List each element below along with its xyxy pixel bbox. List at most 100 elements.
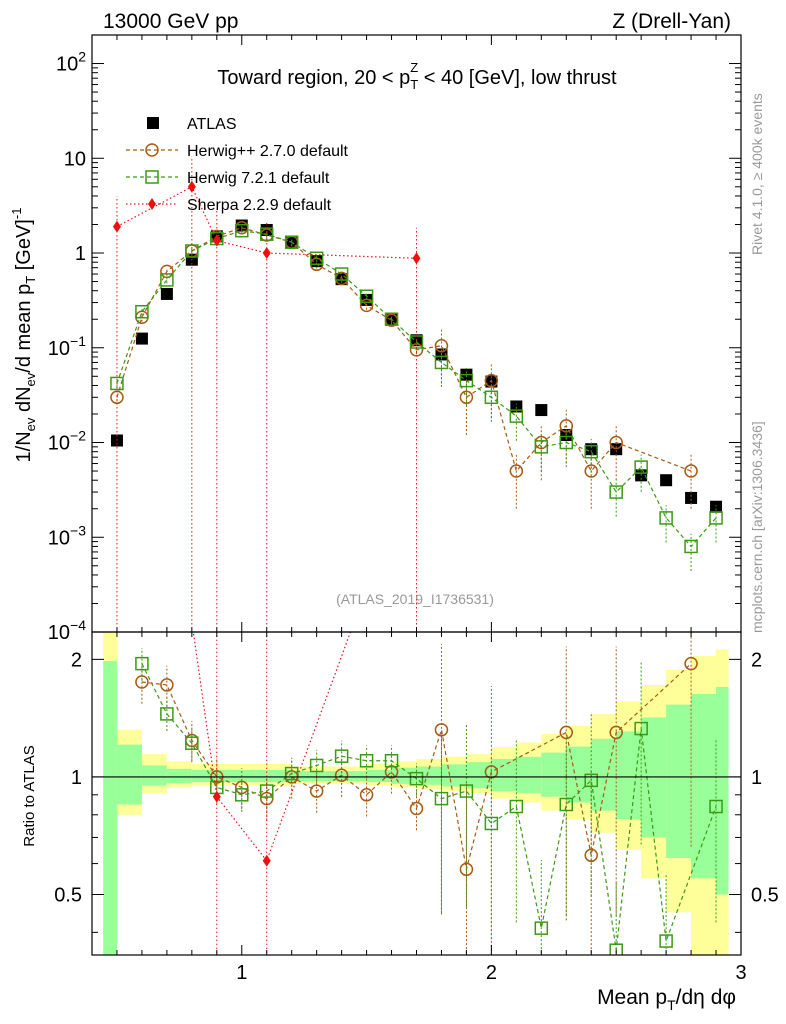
x-tick-label: 2: [486, 962, 497, 984]
point-sherpa-2-2-9-default: [262, 247, 271, 260]
header-right: Z (Drell-Yan): [612, 10, 731, 33]
ratio-point-herwig-7-2-1-default: [434, 791, 449, 806]
point-sherpa-2-2-9-default: [187, 180, 196, 193]
ratio-point-herwig-2-7-0-default: [359, 788, 374, 802]
ratio-point-herwig-7-2-1-default: [484, 816, 499, 831]
point-herwig-2-7-0-default: [484, 373, 499, 388]
legend-marker-herwig7: [145, 170, 159, 184]
ratio-point-sherpa-2-2-9-default: [262, 854, 271, 867]
point-herwig-7-2-1-default: [110, 376, 124, 391]
ratio-point-herwig-7-2-1-default: [235, 788, 249, 802]
ratio-point-herwig-7-2-1-default: [309, 758, 324, 773]
ratio-y-tick-label-left: 1: [71, 767, 82, 789]
ratio-point-herwig-7-2-1-default: [359, 754, 374, 768]
point-sherpa-2-2-9-default: [412, 252, 421, 265]
ratio-y-tick-label-right: 0.5: [751, 885, 779, 907]
legend-label-sherpa: Sherpa 2.2.9 default: [187, 197, 332, 214]
ratio-point-herwig-7-2-1-default: [334, 749, 349, 763]
point-sherpa-2-2-9-default: [112, 220, 121, 233]
ratio-y-tick-label-right: 1: [751, 767, 762, 789]
series-line-herwig-2-7-0-default: [116, 227, 692, 473]
ratio-point-herwig-2-7-0-default: [459, 862, 474, 877]
ratio-point-herwig-7-2-1-default: [185, 736, 199, 750]
ratio-point-sherpa-2-2-9-default: [212, 790, 221, 803]
y-tick-label: 102: [56, 49, 86, 76]
ratio-point-herwig-7-2-1-default: [160, 707, 174, 721]
ratio-point-herwig-2-7-0-default: [609, 725, 623, 740]
band-inner-segment: [716, 686, 729, 895]
point-herwig-7-2-1-default: [185, 244, 199, 258]
band-inner-segment: [616, 731, 642, 820]
y-tick-label: 10−4: [48, 617, 86, 644]
side-label-rivet: Rivet 4.1.0, ≥ 400k events: [749, 93, 765, 255]
ratio-point-herwig-7-2-1-default: [659, 934, 673, 948]
point-atlas: [535, 404, 548, 417]
band-inner-segment: [516, 756, 542, 793]
band-inner-segment: [166, 768, 192, 783]
ratio-line-sherpa-2-2-9-default: [192, 632, 352, 862]
legend-marker-herwigpp: [145, 143, 159, 157]
point-herwig-7-2-1-default: [509, 409, 524, 423]
series-sherpa-2-2-9-default: [112, 156, 421, 625]
ratio-point-herwig-7-2-1-default: [459, 784, 474, 798]
y-tick-label: 1: [75, 243, 86, 265]
band-inner-segment: [541, 752, 567, 797]
ratio-series-sherpa-2-2-9-default: [192, 632, 352, 955]
point-herwig-2-7-0-default: [434, 339, 449, 353]
point-atlas: [135, 332, 148, 345]
ratio-point-herwig-2-7-0-default: [684, 656, 698, 671]
ratio-point-herwig-7-2-1-default: [634, 721, 648, 736]
ratio-point-herwig-7-2-1-default: [709, 799, 723, 814]
band-inner-segment: [116, 744, 142, 805]
point-herwig-2-7-0-default: [584, 464, 598, 478]
band-inner-segment: [291, 771, 317, 782]
analysis-id: (ATLAS_2019_I1736531): [336, 591, 494, 607]
band-inner-segment: [666, 704, 692, 859]
legend-label-herwig7: Herwig 7.2.1 default: [187, 170, 330, 187]
point-herwig-7-2-1-default: [384, 312, 399, 326]
ratio-y-tick-label-left: 2: [71, 649, 82, 671]
point-herwig-2-7-0-default: [609, 435, 623, 450]
ratio-y-tick-label-left: 0.5: [54, 885, 82, 907]
point-atlas: [160, 287, 173, 300]
ratio-uncertainty-bands: [103, 632, 729, 955]
ratio-point-herwig-2-7-0-default: [434, 723, 449, 737]
legend-label-herwigpp: Herwig++ 2.7.0 default: [187, 143, 349, 160]
ratio-ylabel: Ratio to ATLAS: [21, 745, 38, 846]
point-herwig-7-2-1-default: [359, 289, 374, 303]
band-inner-segment: [316, 771, 342, 782]
band-inner-segment: [241, 769, 267, 783]
ratio-point-herwig-7-2-1-default: [509, 799, 524, 814]
ratio-point-herwig-7-2-1-default: [384, 754, 399, 768]
band-inner-segment: [491, 758, 517, 792]
band-inner-segment: [103, 661, 117, 955]
point-herwig-7-2-1-default: [634, 460, 648, 474]
ratio-point-herwig-7-2-1-default: [559, 797, 574, 812]
point-herwig-7-2-1-default: [160, 273, 174, 287]
point-herwig-7-2-1-default: [659, 511, 673, 525]
legend: ATLAS Herwig++ 2.7.0 default Herwig 7.2.…: [126, 116, 349, 214]
point-herwig-7-2-1-default: [459, 373, 474, 388]
main-plot-area: [110, 156, 723, 625]
main-title: Toward region, 20 < pZ T < 40 [GeV], low …: [217, 60, 617, 92]
point-herwig-2-7-0-default: [684, 464, 698, 478]
ratio-point-herwig-7-2-1-default: [409, 771, 424, 786]
ratio-point-herwig-7-2-1-default: [534, 921, 549, 935]
main-series-layer: [110, 156, 723, 625]
legend-label-atlas: ATLAS: [187, 116, 237, 133]
ratio-point-herwig-7-2-1-default: [284, 766, 299, 781]
point-sherpa-2-2-9-default: [212, 234, 221, 247]
ratio-plot-area: [135, 632, 723, 955]
ratio-point-herwig-2-7-0-default: [384, 765, 399, 779]
point-atlas: [110, 434, 123, 447]
y-tick-label: 10: [64, 148, 86, 170]
ratio-point-herwig-2-7-0-default: [235, 780, 249, 795]
point-atlas: [660, 474, 673, 487]
band-inner-segment: [441, 764, 467, 787]
header-left: 13000 GeV pp: [103, 10, 238, 33]
y-tick-label: 10−1: [48, 333, 86, 360]
ratio-series-herwig-7-2-1-default: [135, 648, 723, 955]
legend-marker-sherpa: [148, 198, 156, 210]
band-inner-segment: [341, 771, 367, 782]
legend-marker-atlas: [147, 117, 159, 129]
